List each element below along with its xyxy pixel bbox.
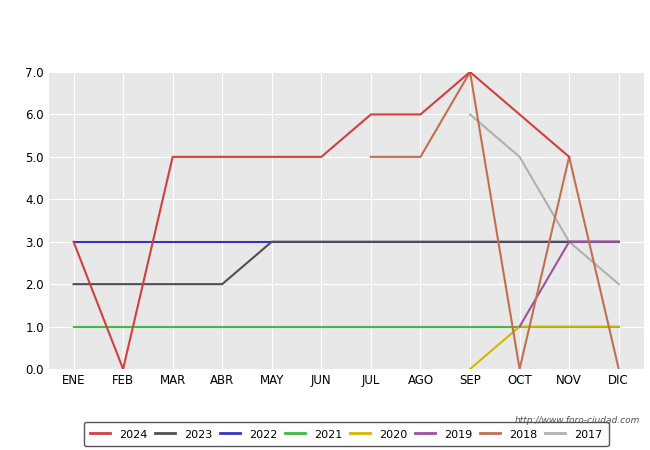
Text: http://www.foro-ciudad.com: http://www.foro-ciudad.com bbox=[515, 416, 640, 425]
Legend: 2024, 2023, 2022, 2021, 2020, 2019, 2018, 2017: 2024, 2023, 2022, 2021, 2020, 2019, 2018… bbox=[84, 422, 608, 446]
Text: Afiliados en Moraleja de Matacabras a 30/11/2024: Afiliados en Moraleja de Matacabras a 30… bbox=[124, 15, 526, 30]
